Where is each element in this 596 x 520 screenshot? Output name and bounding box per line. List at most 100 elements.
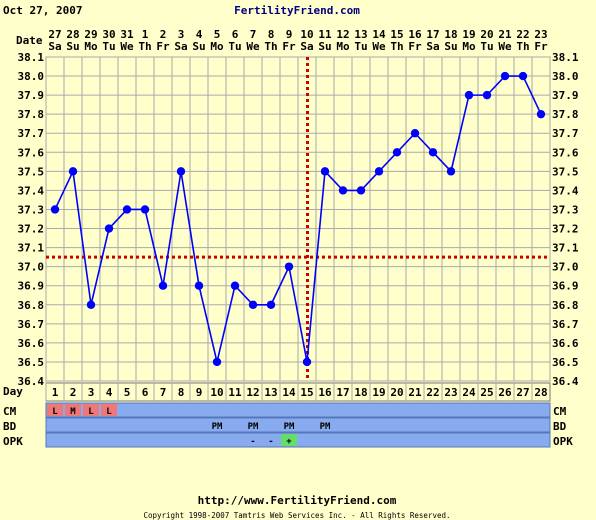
x-date-label: 7 xyxy=(250,28,257,41)
y-tick-label-left: 37.1 xyxy=(18,242,45,255)
temperature-point xyxy=(248,300,258,309)
y-tick-label-right: 37.4 xyxy=(552,184,579,197)
x-date-label: 13 xyxy=(354,28,367,41)
x-date-label: 11 xyxy=(318,28,332,41)
bd-marker: PM xyxy=(248,422,259,432)
x-weekday-label: Su xyxy=(66,40,79,53)
y-tick-label-left: 37.0 xyxy=(18,261,45,274)
y-tick-label-left: 37.2 xyxy=(18,223,45,236)
x-weekday-label: Mo xyxy=(210,40,224,53)
cycle-day-label: 23 xyxy=(444,386,457,399)
cycle-day-label: 28 xyxy=(534,386,547,399)
x-date-label: 30 xyxy=(102,28,115,41)
cycle-day-label: 5 xyxy=(124,386,131,399)
cm-marker: M xyxy=(70,407,76,417)
brand-header[interactable]: FertilityFriend.com xyxy=(234,4,360,17)
y-tick-label-right: 37.5 xyxy=(552,165,579,178)
cycle-day-label: 27 xyxy=(516,386,529,399)
x-weekday-label: Th xyxy=(264,40,277,53)
x-date-label: 16 xyxy=(408,28,422,41)
temperature-point xyxy=(212,357,222,367)
y-tick-label-left: 37.3 xyxy=(18,203,45,216)
footer-url[interactable]: http://www.FertilityFriend.com xyxy=(198,494,397,507)
cm-marker: L xyxy=(52,407,58,417)
y-tick-label-right: 36.6 xyxy=(552,337,579,350)
day-row-label: Day xyxy=(3,385,23,398)
temperature-point xyxy=(482,90,492,100)
x-weekday-label: Su xyxy=(444,40,457,53)
x-weekday-label: Tu xyxy=(480,40,493,53)
temperature-point xyxy=(158,281,168,290)
opk-row-label: OPK xyxy=(3,435,23,448)
x-weekday-label: Th xyxy=(390,40,403,53)
temperature-point xyxy=(356,186,366,195)
y-tick-label-left: 36.4 xyxy=(18,375,45,388)
opk-positive-cell xyxy=(281,434,297,446)
temperature-point xyxy=(320,167,330,176)
y-tick-label-right: 36.5 xyxy=(552,356,579,369)
x-date-label: 4 xyxy=(196,28,203,41)
temperature-point xyxy=(68,167,78,176)
cycle-day-label: 8 xyxy=(178,386,185,399)
x-date-label: 2 xyxy=(160,28,167,41)
cm-row-label-right: CM xyxy=(553,405,567,418)
opk-row xyxy=(45,432,551,448)
cm-row-label: CM xyxy=(3,405,17,418)
opk-row-label-right: OPK xyxy=(553,435,573,448)
x-weekday-label: Sa xyxy=(174,40,187,53)
cm-cell xyxy=(47,404,63,416)
x-weekday-label: Sa xyxy=(48,40,61,53)
y-tick-label-left: 37.4 xyxy=(18,184,45,197)
y-tick-label-right: 38.1 xyxy=(552,51,579,64)
y-tick-label-right: 37.6 xyxy=(552,146,579,159)
x-date-label: 5 xyxy=(214,28,221,41)
x-date-label: 27 xyxy=(48,28,61,41)
x-date-label: 6 xyxy=(232,28,239,41)
x-weekday-label: We xyxy=(498,40,512,53)
x-weekday-label: Fr xyxy=(408,40,422,53)
bd-marker: PM xyxy=(284,422,295,432)
x-weekday-label: Th xyxy=(138,40,151,53)
x-weekday-label: Tu xyxy=(102,40,115,53)
x-weekday-label: Fr xyxy=(534,40,548,53)
x-date-label: 29 xyxy=(84,28,97,41)
temperature-point xyxy=(86,300,96,309)
temperature-point xyxy=(104,224,114,233)
y-tick-label-right: 36.7 xyxy=(552,318,579,331)
x-weekday-label: Tu xyxy=(228,40,241,53)
temperature-line xyxy=(54,75,542,363)
x-weekday-label: Fr xyxy=(156,40,170,53)
y-tick-label-left: 36.6 xyxy=(18,337,45,350)
y-tick-label-left: 36.8 xyxy=(18,299,45,312)
cycle-day-label: 6 xyxy=(142,386,149,399)
chart-date-header: Oct 27, 2007 xyxy=(3,4,82,17)
cycle-day-label: 18 xyxy=(354,386,367,399)
y-tick-label-left: 36.9 xyxy=(18,280,45,293)
bd-marker: PM xyxy=(320,422,331,432)
bd-row xyxy=(45,417,551,433)
cycle-day-label: 20 xyxy=(390,386,403,399)
x-weekday-label: Mo xyxy=(84,40,98,53)
cm-cell xyxy=(83,404,99,416)
cycle-day-label: 14 xyxy=(282,386,296,399)
cycle-day-label: 1 xyxy=(52,386,59,399)
x-weekday-label: Mo xyxy=(336,40,350,53)
cycle-day-label: 2 xyxy=(70,386,77,399)
y-tick-label-right: 37.0 xyxy=(552,261,579,274)
cycle-day-label: 24 xyxy=(462,386,476,399)
x-date-label: 17 xyxy=(426,28,439,41)
x-date-label: 14 xyxy=(372,28,386,41)
temperature-point xyxy=(284,262,294,271)
cm-cell xyxy=(65,404,81,416)
opk-marker: - xyxy=(268,437,273,447)
temperature-point xyxy=(122,205,132,214)
plot-grid xyxy=(45,56,551,382)
date-row-label: Date xyxy=(16,34,43,47)
cycle-day-label: 12 xyxy=(246,386,259,399)
cm-cell xyxy=(101,404,117,416)
opk-marker: + xyxy=(286,437,292,447)
x-date-label: 3 xyxy=(178,28,185,41)
bd-marker: PM xyxy=(212,422,223,432)
cycle-day-label: 19 xyxy=(372,386,385,399)
